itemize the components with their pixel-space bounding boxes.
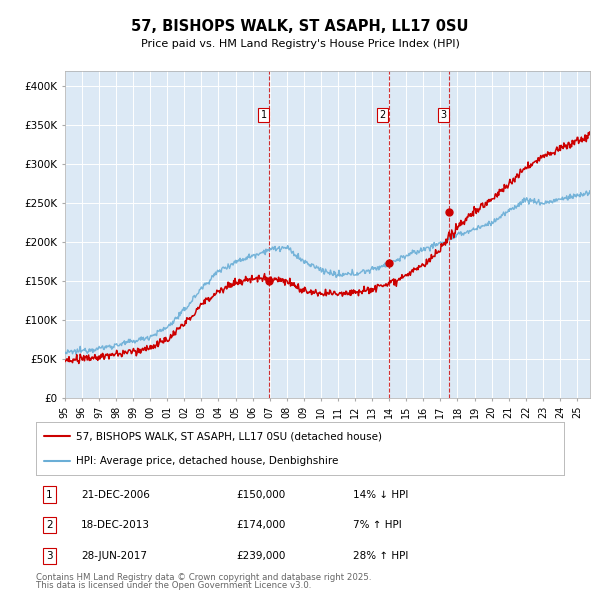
Text: 7% ↑ HPI: 7% ↑ HPI [353,520,401,530]
Text: 28-JUN-2017: 28-JUN-2017 [81,551,147,561]
Text: 18-DEC-2013: 18-DEC-2013 [81,520,150,530]
Text: 3: 3 [440,110,446,120]
Text: 57, BISHOPS WALK, ST ASAPH, LL17 0SU: 57, BISHOPS WALK, ST ASAPH, LL17 0SU [131,19,469,34]
Text: £239,000: £239,000 [236,551,286,561]
Text: 14% ↓ HPI: 14% ↓ HPI [353,490,408,500]
Text: 57, BISHOPS WALK, ST ASAPH, LL17 0SU (detached house): 57, BISHOPS WALK, ST ASAPH, LL17 0SU (de… [76,431,382,441]
Text: HPI: Average price, detached house, Denbighshire: HPI: Average price, detached house, Denb… [76,455,338,466]
Text: 1: 1 [46,490,53,500]
Text: 1: 1 [260,110,266,120]
Text: 2: 2 [46,520,53,530]
Text: Contains HM Land Registry data © Crown copyright and database right 2025.: Contains HM Land Registry data © Crown c… [36,572,371,582]
Text: This data is licensed under the Open Government Licence v3.0.: This data is licensed under the Open Gov… [36,581,311,590]
Text: £150,000: £150,000 [236,490,286,500]
Text: 2: 2 [380,110,386,120]
Text: 28% ↑ HPI: 28% ↑ HPI [353,551,408,561]
Text: Price paid vs. HM Land Registry's House Price Index (HPI): Price paid vs. HM Land Registry's House … [140,40,460,49]
Text: £174,000: £174,000 [236,520,286,530]
Text: 3: 3 [46,551,53,561]
Text: 21-DEC-2006: 21-DEC-2006 [81,490,150,500]
